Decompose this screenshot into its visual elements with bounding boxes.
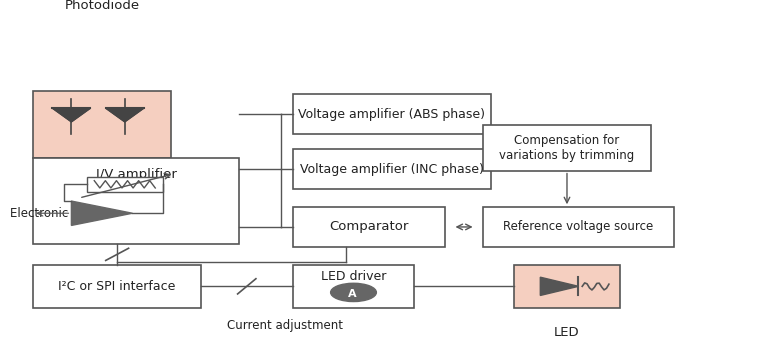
Text: LED: LED xyxy=(554,326,580,339)
FancyBboxPatch shape xyxy=(33,91,170,159)
FancyBboxPatch shape xyxy=(293,207,445,247)
FancyBboxPatch shape xyxy=(33,159,239,244)
FancyBboxPatch shape xyxy=(483,125,650,170)
Text: Electronic volume: Electronic volume xyxy=(11,207,116,220)
Polygon shape xyxy=(106,108,144,122)
Text: Photodiode: Photodiode xyxy=(65,0,140,12)
Circle shape xyxy=(331,283,376,302)
Text: Comparator: Comparator xyxy=(329,220,409,233)
Text: I/V amplifier: I/V amplifier xyxy=(96,168,177,181)
Polygon shape xyxy=(71,201,132,225)
Text: Voltage amplifier (INC phase): Voltage amplifier (INC phase) xyxy=(300,163,484,176)
Polygon shape xyxy=(541,277,578,295)
FancyBboxPatch shape xyxy=(293,265,415,308)
Polygon shape xyxy=(52,108,91,122)
Bar xyxy=(87,177,163,192)
FancyBboxPatch shape xyxy=(33,265,201,308)
FancyBboxPatch shape xyxy=(514,265,621,308)
FancyBboxPatch shape xyxy=(293,94,491,134)
Text: Current adjustment: Current adjustment xyxy=(227,319,343,332)
Text: A: A xyxy=(348,289,356,299)
FancyBboxPatch shape xyxy=(293,149,491,189)
Text: Compensation for
variations by trimming: Compensation for variations by trimming xyxy=(499,134,634,162)
Text: LED driver: LED driver xyxy=(321,270,386,282)
Text: Voltage amplifier (ABS phase): Voltage amplifier (ABS phase) xyxy=(298,108,485,121)
Text: Reference voltage source: Reference voltage source xyxy=(503,220,654,233)
Text: I²C or SPI interface: I²C or SPI interface xyxy=(58,280,176,293)
FancyBboxPatch shape xyxy=(483,207,674,247)
